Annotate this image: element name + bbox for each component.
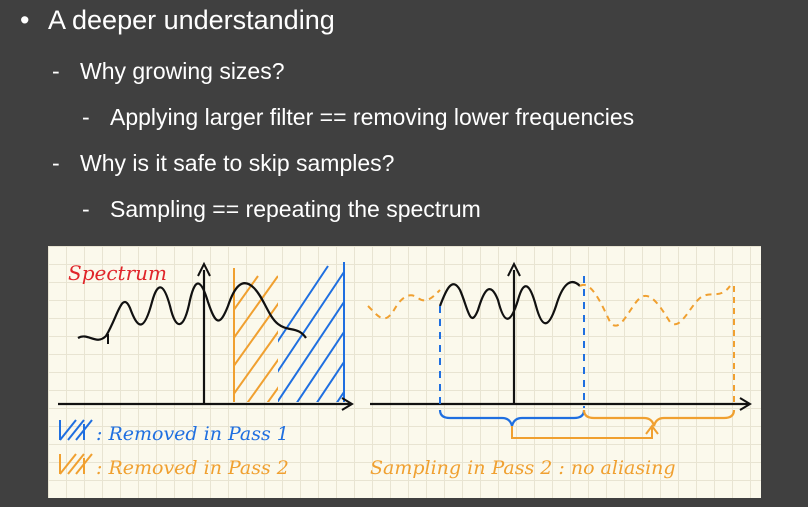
repeat-left-curve: [367, 289, 441, 320]
bullet-text: Sampling == repeating the spectrum: [110, 196, 481, 222]
bullet-marker: -: [82, 196, 90, 222]
bullet-text: A deeper understanding: [48, 5, 335, 35]
bullet-level3: - Sampling == repeating the spectrum: [82, 196, 481, 223]
bullet-text: Why is it safe to skip samples?: [80, 150, 395, 176]
repeat-right-curve: [579, 283, 731, 327]
sketch-svg: Spectrum : Removed in Pass 1 : Removed i…: [58, 261, 752, 479]
blue-hatch: [278, 265, 344, 402]
spectrum-sketch-figure: Spectrum : Removed in Pass 1 : Removed i…: [48, 246, 761, 498]
bullet-text: Why growing sizes?: [80, 58, 285, 84]
legend-blue-icon: [59, 419, 93, 441]
legend-orange-text: : Removed in Pass 2: [96, 457, 289, 479]
legend-blue-text: : Removed in Pass 1: [96, 423, 289, 445]
bullet-marker: -: [52, 58, 60, 84]
left-x-arrow: [341, 397, 354, 411]
bullet-level2: - Why is it safe to skip samples?: [52, 150, 394, 177]
bullet-marker: -: [52, 150, 60, 176]
left-spectrum-curve: [77, 282, 307, 341]
right-x-arrow: [739, 397, 752, 411]
spectrum-label: Spectrum: [68, 261, 167, 285]
bullet-level3: - Applying larger filter == removing lowe…: [82, 104, 634, 131]
bullet-marker: -: [82, 104, 90, 130]
blue-brace: [438, 409, 586, 427]
right-spectrum-curve: [438, 281, 581, 325]
legend-orange-icon: [59, 453, 93, 475]
shift-arrowhead: [645, 424, 659, 435]
right-y-arrow: [507, 261, 521, 277]
sampling-caption: Sampling in Pass 2 : no aliasing: [370, 457, 676, 479]
orange-brace: [582, 409, 736, 427]
bullet-level1: • A deeper understanding: [20, 5, 335, 36]
bullet-text: Applying larger filter == removing lower…: [110, 104, 635, 130]
shift-connector: [511, 426, 653, 439]
bullet-level2: - Why growing sizes?: [52, 58, 285, 85]
bullet-marker: •: [20, 5, 30, 35]
left-y-arrow: [197, 261, 211, 277]
